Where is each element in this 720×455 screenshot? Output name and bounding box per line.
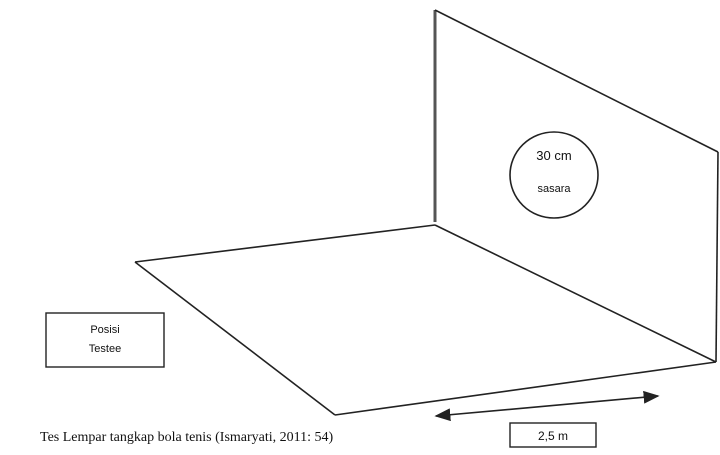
target: 30 cm sasara bbox=[509, 131, 599, 219]
distance-arrow bbox=[434, 390, 660, 422]
wall-top-edge bbox=[434, 9, 719, 153]
target-size-label: 30 cm bbox=[536, 148, 571, 163]
wall-right-edge bbox=[715, 151, 719, 363]
distance-label: 2,5 m bbox=[538, 429, 568, 443]
testee-label-line1: Posisi bbox=[90, 324, 119, 336]
floor-left-edge bbox=[134, 261, 336, 416]
target-circle bbox=[509, 131, 599, 219]
target-name-label: sasara bbox=[537, 183, 571, 195]
floor-front-edge bbox=[334, 361, 717, 416]
wall bbox=[433, 9, 719, 363]
testee-label-line2: Testee bbox=[89, 343, 121, 355]
floor-wall-junction bbox=[434, 224, 717, 363]
floor bbox=[134, 224, 717, 416]
floor-back-edge bbox=[134, 224, 436, 263]
figure-caption: Tes Lempar tangkap bola tenis (Ismaryati… bbox=[40, 430, 334, 445]
distance-box-border bbox=[509, 422, 597, 448]
testee-box-border bbox=[45, 312, 165, 368]
distance-box: 2,5 m bbox=[509, 422, 597, 448]
testee-position-box: Posisi Testee bbox=[45, 312, 165, 368]
